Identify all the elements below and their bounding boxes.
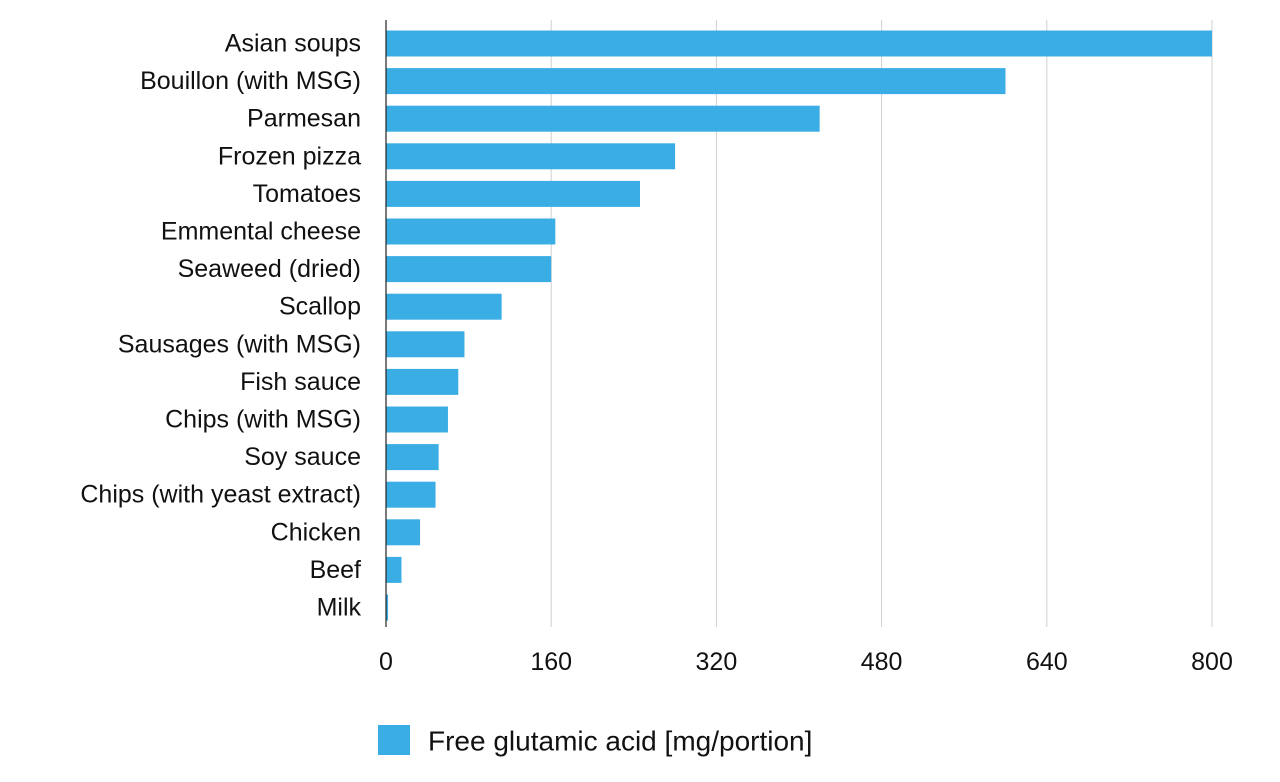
legend-swatch [378,725,410,755]
bar-scallop [386,293,502,320]
bar-frozen-pizza [386,143,676,170]
bar-asian-soups [386,30,1212,57]
category-label-scallop: Scallop [279,293,361,321]
bar-beef [386,556,402,583]
x-tick-label-160: 160 [530,648,572,676]
bar-parmesan [386,105,820,132]
x-tick-labels: 0 160 320 480 640 800 [379,648,1233,676]
category-label-beef: Beef [310,556,361,584]
bar-fish-sauce [386,368,459,395]
bar-chicken [386,519,421,546]
bar-seaweed-dried [386,256,552,283]
category-label-asian-soups: Asian soups [225,30,361,58]
category-label-chicken: Chicken [271,518,361,546]
category-label-fish-sauce: Fish sauce [240,368,361,396]
legend: Free glutamic acid [mg/portion] [378,725,812,757]
category-label-chips-with-msg: Chips (with MSG) [165,406,361,434]
category-label-chips-with-yeast-extract: Chips (with yeast extract) [80,481,361,509]
category-label-frozen-pizza: Frozen pizza [218,142,361,170]
category-label-bouillon-with-msg: Bouillon (with MSG) [140,67,361,95]
bar-chips-with-yeast-extract [386,481,436,508]
bar-milk [386,594,389,621]
category-label-soy-sauce: Soy sauce [244,443,361,471]
x-tick-label-320: 320 [696,648,738,676]
category-labels: Asian soups Bouillon (with MSG) Parmesan Fr… [80,30,361,622]
bar-chips-with-msg [386,406,448,433]
category-label-seaweed-dried: Seaweed (dried) [178,255,361,283]
category-label-tomatoes: Tomatoes [253,180,361,208]
bars [386,30,1212,621]
x-tick-label-800: 800 [1191,648,1233,676]
category-label-milk: Milk [317,594,362,622]
x-tick-label-0: 0 [379,648,393,676]
x-tick-label-480: 480 [861,648,903,676]
bar-emmental-cheese [386,218,556,245]
category-label-emmental-cheese: Emmental cheese [161,218,361,246]
bar-soy-sauce [386,444,439,471]
category-label-sausages-with-msg: Sausages (with MSG) [118,330,361,358]
bar-bouillon-with-msg [386,68,1006,95]
bar-tomatoes [386,180,640,207]
category-label-parmesan: Parmesan [247,105,361,133]
x-tick-label-640: 640 [1026,648,1068,676]
legend-label: Free glutamic acid [mg/portion] [428,726,812,757]
bar-sausages-with-msg [386,331,465,358]
